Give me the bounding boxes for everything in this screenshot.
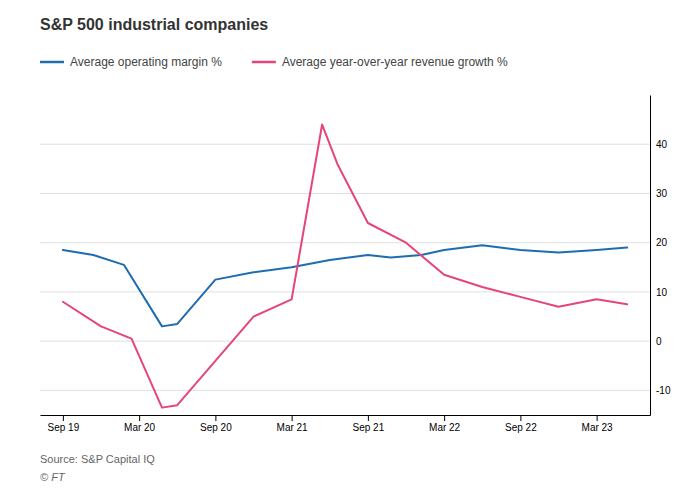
x-tick: Sep 19 [48, 415, 80, 433]
x-tick-mark [63, 415, 64, 421]
x-tick-label: Mar 23 [582, 422, 614, 433]
grid-line [40, 144, 650, 145]
legend-swatch [40, 61, 64, 64]
x-tick: Sep 20 [200, 415, 232, 433]
grid-line [40, 390, 650, 391]
legend-swatch [252, 61, 276, 64]
x-tick-mark [215, 415, 216, 421]
x-tick-label: Sep 20 [200, 422, 232, 433]
legend: Average operating margin % Average year-o… [40, 55, 508, 69]
x-tick-mark [520, 415, 521, 421]
plot-area [63, 125, 627, 408]
grid-line [40, 291, 650, 292]
y-tick: 10 [650, 287, 668, 298]
y-tick: 0 [650, 336, 662, 347]
x-tick-label: Mar 20 [124, 422, 156, 433]
y-tick-label: 10 [656, 287, 668, 298]
y-tick: -10 [650, 385, 671, 396]
y-axis-line [650, 96, 651, 416]
x-tick-label: Sep 19 [48, 422, 80, 433]
x-tick-mark [368, 415, 369, 421]
x-tick-mark [292, 415, 293, 421]
x-tick-label: Mar 21 [277, 422, 309, 433]
x-tick-mark [444, 415, 445, 421]
x-tick-label: Mar 22 [429, 422, 461, 433]
x-tick-label: Sep 21 [353, 422, 385, 433]
x-tick: Sep 21 [353, 415, 385, 433]
grid-line [40, 193, 650, 194]
chart-svg: -10010203040Sep 19Mar 20Sep 20Mar 21Sep … [0, 0, 700, 500]
chart-container: -10010203040Sep 19Mar 20Sep 20Mar 21Sep … [0, 0, 700, 500]
y-tick-label: -10 [656, 385, 671, 396]
y-tick: 40 [650, 139, 668, 150]
y-tick: 20 [650, 237, 668, 248]
x-tick: Mar 23 [582, 415, 614, 433]
annotation: © FT [40, 471, 66, 483]
legend-item: Average operating margin % [40, 55, 222, 69]
legend-label: Average year-over-year revenue growth % [282, 55, 508, 69]
legend-label: Average operating margin % [70, 55, 222, 69]
y-tick-label: 30 [656, 188, 668, 199]
y-axis: -10 0 10 20 30 40 [650, 96, 671, 416]
grid [40, 144, 650, 390]
x-tick: Mar 22 [429, 415, 461, 433]
x-axis: Sep 19 Mar 20 Sep 20 Mar 21 Sep 21 Mar 22 Sep … [41, 415, 651, 433]
y-tick: 30 [650, 188, 668, 199]
grid-line [40, 242, 650, 243]
series-line [63, 245, 627, 326]
y-tick-label: 20 [656, 237, 668, 248]
y-tick-label: 40 [656, 139, 668, 150]
x-tick: Mar 21 [277, 415, 309, 433]
legend-item: Average year-over-year revenue growth % [252, 55, 508, 69]
y-tick-label: 0 [656, 336, 662, 347]
title: S&P 500 industrial companies [40, 16, 268, 33]
x-tick: Sep 22 [505, 415, 537, 433]
x-tick: Mar 20 [124, 415, 156, 433]
x-axis-line [41, 415, 651, 416]
x-tick-mark [139, 415, 140, 421]
annotation: Source: S&P Capital IQ [40, 453, 155, 465]
x-tick-mark [597, 415, 598, 421]
x-tick-label: Sep 22 [505, 422, 537, 433]
series-line [63, 125, 627, 408]
